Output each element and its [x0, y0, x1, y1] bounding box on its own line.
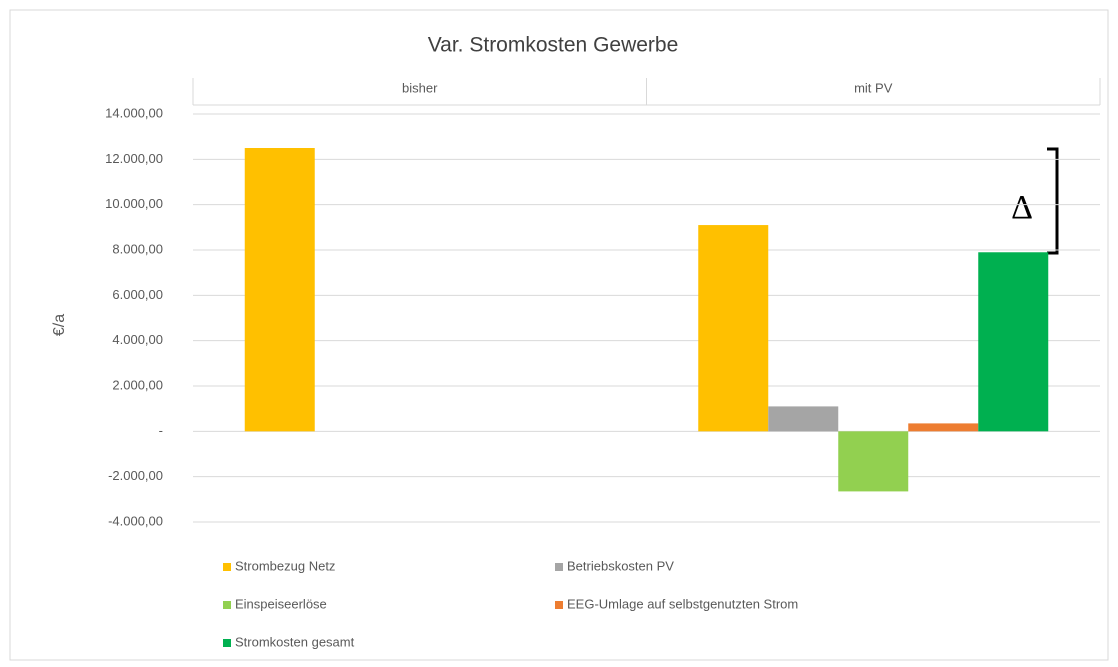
y-tick-label: 6.000,00 [112, 287, 163, 302]
y-axis-label: €/a [51, 314, 68, 336]
legend-label: EEG-Umlage auf selbstgenutzten Strom [567, 596, 798, 611]
legend-swatch [223, 563, 231, 571]
bar [908, 423, 979, 432]
bar [978, 252, 1049, 432]
y-tick-label: - [159, 423, 163, 438]
legend-label: Einspeiseerlöse [235, 596, 327, 611]
chart-frame [9, 9, 1109, 661]
legend-swatch [223, 639, 231, 647]
y-tick-label: 10.000,00 [105, 196, 163, 211]
chart-title: Var. Stromkosten Gewerbe [428, 34, 679, 57]
legend-swatch [555, 601, 563, 609]
y-tick-label: -2.000,00 [108, 468, 163, 483]
annotation: Δ [1011, 189, 1033, 226]
legend-swatch [555, 563, 563, 571]
bar [698, 225, 769, 432]
legend-label: Stromkosten gesamt [235, 634, 355, 649]
y-tick-label: 12.000,00 [105, 151, 163, 166]
bar [244, 148, 315, 432]
y-tick-label: 8.000,00 [112, 241, 163, 256]
y-tick-label: -4.000,00 [108, 513, 163, 528]
y-tick-label: 4.000,00 [112, 332, 163, 347]
legend-swatch [223, 601, 231, 609]
y-tick-label: 2.000,00 [112, 377, 163, 392]
bar [768, 406, 839, 432]
category-label: bisher [402, 80, 438, 95]
legend-label: Betriebskosten PV [567, 558, 674, 573]
delta-bracket [1047, 147, 1059, 255]
y-tick-label: 14.000,00 [105, 105, 163, 120]
legend-label: Strombezug Netz [235, 558, 335, 573]
bar [838, 431, 909, 492]
category-label: mit PV [854, 80, 893, 95]
